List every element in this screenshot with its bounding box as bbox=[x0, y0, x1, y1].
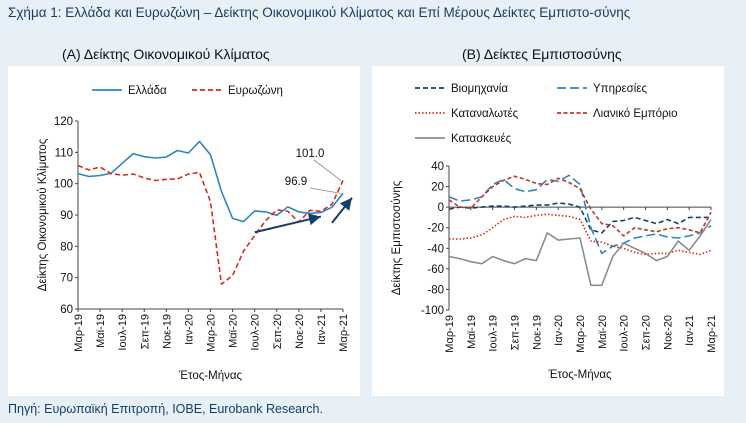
a-annotation-leader bbox=[313, 159, 342, 181]
a-annotation-label: 101.0 bbox=[296, 148, 325, 160]
b-x-tick-label: Νοε-20 bbox=[662, 315, 674, 350]
b-x-tick-label: Ιουλ-20 bbox=[619, 315, 631, 352]
b-y-tick-label: 40 bbox=[431, 161, 444, 173]
a-x-tick-label: Μαρ-19 bbox=[73, 314, 85, 352]
a-y-tick-label: 80 bbox=[60, 241, 73, 253]
a-x-tick-label: Μαϊ-19 bbox=[95, 314, 107, 348]
b-x-tick-label: Σεπ-20 bbox=[641, 315, 653, 350]
a-x-tick-label: Ιουλ-19 bbox=[117, 314, 129, 351]
b-y-tick-label: 20 bbox=[431, 182, 444, 194]
a-x-tick-label: Ιαν-20 bbox=[183, 314, 195, 345]
b-legend-label: Βιομηχανία bbox=[451, 83, 508, 95]
chart-a-svg: 60 70 80 90 100 110 120 Μαρ-19 Μαϊ-19 Ιουλ-19 Σεπ-… bbox=[37, 85, 353, 382]
b-y-tick-label: -60 bbox=[427, 264, 444, 276]
a-trend-arrow bbox=[331, 197, 353, 224]
b-y-axis-title: Δείκτης Εμπιστοσύνης bbox=[391, 180, 403, 295]
b-x-tick-label: Μαϊ-20 bbox=[597, 315, 609, 349]
panel-a-title: (Α) Δείκτης Οικονομικού Κλίματος bbox=[62, 46, 270, 62]
a-y-tick-label: 90 bbox=[60, 210, 73, 222]
a-legend-label: Ελλάδα bbox=[128, 85, 167, 97]
b-y-tick-label: -100 bbox=[421, 305, 444, 317]
b-x-tick-label: Μαρ-19 bbox=[444, 315, 456, 353]
figure-title: Σχήμα 1: Ελλάδα και Ευρωζώνη – Δείκτης Ο… bbox=[8, 5, 631, 20]
a-y-tick-label: 110 bbox=[55, 147, 73, 159]
a-series-line-0 bbox=[77, 140, 344, 223]
a-x-tick-label: Μαρ-21 bbox=[338, 314, 350, 352]
panel-b-title: (Β) Δείκτες Εμπιστοσύνης bbox=[462, 46, 622, 62]
b-series-line-1 bbox=[448, 174, 712, 255]
b-x-tick-label: Ιαν-21 bbox=[684, 315, 696, 346]
a-x-tick-label: Μαϊ-20 bbox=[228, 314, 240, 348]
a-x-tick-label: Σεπ-19 bbox=[139, 314, 151, 349]
a-legend-label: Ευρωζώνη bbox=[228, 85, 283, 97]
b-legend-label: Υπηρεσίες bbox=[593, 83, 647, 95]
b-y-tick-label: -20 bbox=[427, 223, 444, 235]
a-y-tick-label: 120 bbox=[54, 116, 73, 128]
a-trend-arrow bbox=[254, 213, 322, 234]
a-x-tick-label: Σεπ-20 bbox=[272, 314, 284, 349]
b-x-tick-label: Ιαν-20 bbox=[553, 315, 565, 346]
b-y-tick-label: -80 bbox=[427, 284, 444, 296]
a-x-tick-label: Ιαν-21 bbox=[316, 314, 328, 345]
b-x-axis-title: Έτος-Μήνας bbox=[547, 369, 612, 381]
a-annotation-leader bbox=[309, 187, 342, 194]
a-y-tick-label: 60 bbox=[60, 304, 73, 316]
b-x-tick-label: Σεπ-19 bbox=[510, 315, 522, 350]
a-annotation-label: 96.9 bbox=[285, 176, 307, 188]
b-series-line-2 bbox=[449, 213, 712, 256]
a-y-axis-title: Δείκτης Οικονομικού Κλίματος bbox=[37, 138, 49, 291]
b-legend-label: Λιανικό Εμπόριο bbox=[593, 108, 678, 120]
b-x-tick-label: Ιουλ-19 bbox=[488, 315, 500, 352]
a-x-tick-label: Νοε-19 bbox=[161, 314, 173, 349]
chart-b-svg: -100 -80 -60 -40 -20 0 20 40 Μαρ-19 Μαϊ-19 Ιουλ-19… bbox=[391, 83, 718, 381]
b-series-line-4 bbox=[448, 219, 712, 287]
source-note: Πηγή: Ευρωπαϊκή Επιτροπή, ΙΟΒΕ, Eurobank… bbox=[8, 402, 323, 416]
a-y-tick-label: 100 bbox=[54, 179, 73, 191]
a-x-tick-label: Ιουλ-20 bbox=[250, 314, 262, 351]
b-y-tick-label: 0 bbox=[438, 202, 444, 214]
b-x-tick-label: Μαϊ-19 bbox=[466, 315, 478, 349]
b-x-tick-label: Μαρ-21 bbox=[706, 315, 718, 353]
b-x-tick-label: Νοε-19 bbox=[531, 315, 543, 350]
b-x-tick-label: Μαρ-20 bbox=[575, 315, 587, 353]
a-x-tick-label: Νοε-20 bbox=[294, 314, 306, 349]
b-series-line-0 bbox=[448, 202, 711, 234]
a-x-axis-title: Έτος-Μήνας bbox=[178, 370, 243, 382]
b-legend-label: Καταναλωτές bbox=[451, 108, 519, 120]
chart-panel-a: 60 70 80 90 100 110 120 Μαρ-19 Μαϊ-19 Ιουλ-19 Σεπ-… bbox=[8, 66, 360, 396]
a-x-tick-label: Μαρ-20 bbox=[206, 314, 218, 352]
b-series-line-3 bbox=[448, 175, 712, 237]
b-legend-label: Κατασκευές bbox=[451, 133, 512, 145]
a-y-tick-label: 70 bbox=[60, 273, 73, 285]
chart-panel-b: -100 -80 -60 -40 -20 0 20 40 Μαρ-19 Μαϊ-19 Ιουλ-19… bbox=[372, 66, 724, 396]
b-y-tick-label: -40 bbox=[427, 243, 444, 255]
